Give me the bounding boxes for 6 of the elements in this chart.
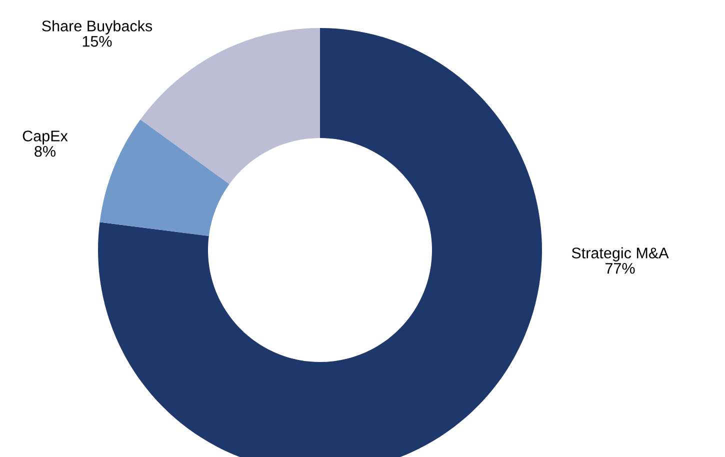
data-label: 15% [82,36,112,47]
slice-label: Strategic M&A [572,247,669,262]
data-label: 77% [605,263,635,274]
data-label: 8% [34,146,56,157]
slice-label: CapEx [22,130,68,144]
slice-label: Share Buybacks [42,20,152,34]
